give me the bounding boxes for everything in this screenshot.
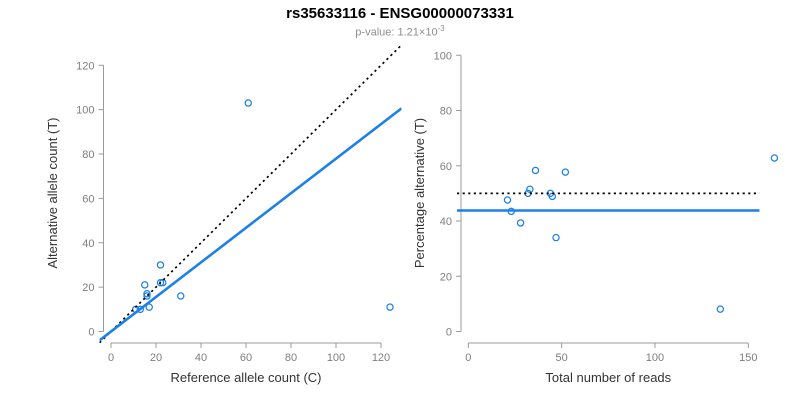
right-x-tick-label: 50 — [556, 352, 568, 364]
left-y-axis-title: Alternative allele count (T) — [45, 117, 60, 268]
right-y-tick-label: 0 — [446, 327, 452, 339]
right-data-point — [552, 233, 560, 242]
left-x-tick-label: 120 — [372, 352, 390, 364]
left-data-point — [156, 278, 165, 287]
left-data-point — [177, 292, 185, 300]
left-data-point — [156, 261, 165, 269]
right-x-axis-title: Total number of reads — [545, 370, 671, 385]
left-data-point — [141, 281, 149, 289]
p-value-exponent: -3 — [437, 24, 445, 33]
left-data-point — [143, 292, 151, 300]
left-y-tick-label: 20 — [82, 282, 94, 294]
right-data-point — [503, 196, 512, 204]
left-data-point — [136, 305, 144, 314]
left-x-tick-label: 80 — [285, 352, 297, 364]
right-data-point — [716, 305, 725, 313]
p-value-base: 1.21×10 — [397, 26, 438, 39]
right-data-point — [526, 185, 534, 193]
right-data-point — [770, 154, 779, 162]
left-x-tick-label: 40 — [195, 352, 207, 364]
left-x-axis-title: Reference allele count (C) — [170, 370, 321, 385]
left-data-point — [386, 303, 394, 311]
left-data-point — [145, 303, 153, 311]
left-y-tick-label: 0 — [88, 327, 94, 339]
left-x-tick-label: 20 — [150, 352, 162, 364]
right-data-point — [561, 168, 570, 176]
left-x-tick-label: 0 — [108, 352, 114, 364]
left-x-tick-label: 60 — [240, 352, 252, 364]
right-y-tick-label: 100 — [434, 50, 452, 62]
p-value-subtitle: p-value: 1.21×10-3 — [0, 24, 800, 39]
right-y-tick-label: 60 — [440, 161, 452, 173]
right-x-tick-label: 0 — [465, 352, 471, 364]
left-data-point — [143, 290, 151, 298]
left-y-tick-label: 80 — [82, 149, 94, 161]
right-data-point — [531, 166, 540, 175]
left-data-point — [244, 99, 252, 107]
right-y-tick-label: 80 — [440, 106, 452, 118]
left-y-tick-label: 60 — [82, 193, 94, 205]
right-y-tick-label: 20 — [440, 271, 452, 283]
left-y-tick-label: 120 — [76, 60, 94, 72]
left-x-tick-label: 100 — [327, 352, 345, 364]
left-y-tick-label: 100 — [76, 105, 94, 117]
regression-line — [99, 107, 402, 342]
left-y-tick-label: 40 — [82, 238, 94, 250]
right-y-axis-title: Percentage alternative (T) — [412, 118, 427, 268]
right-data-point — [516, 219, 525, 227]
right-x-tick-label: 100 — [646, 352, 664, 364]
right-y-tick-label: 40 — [440, 216, 452, 228]
page-title: rs35633116 - ENSG00000073331 — [286, 5, 514, 22]
right-x-tick-label: 150 — [739, 352, 757, 364]
p-value-label: p-value: — [355, 26, 398, 39]
identity-line — [99, 44, 402, 343]
